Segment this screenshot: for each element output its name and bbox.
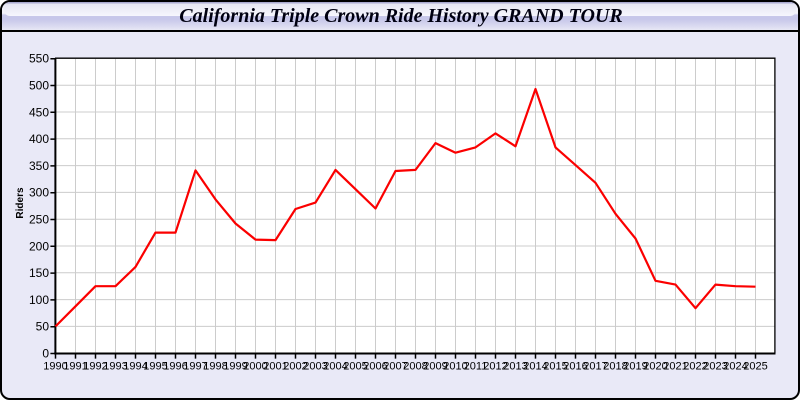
svg-text:2014: 2014 [523, 361, 547, 373]
svg-text:2010: 2010 [443, 361, 467, 373]
svg-text:150: 150 [29, 266, 49, 280]
svg-text:1997: 1997 [183, 361, 207, 373]
svg-text:350: 350 [29, 159, 49, 173]
svg-text:1999: 1999 [223, 361, 247, 373]
svg-text:400: 400 [29, 132, 49, 146]
svg-text:2016: 2016 [563, 361, 587, 373]
svg-text:1992: 1992 [83, 361, 107, 373]
svg-text:2022: 2022 [683, 361, 707, 373]
svg-text:2020: 2020 [643, 361, 667, 373]
svg-text:1996: 1996 [163, 361, 187, 373]
svg-text:1998: 1998 [203, 361, 227, 373]
svg-text:2004: 2004 [323, 361, 347, 373]
svg-text:300: 300 [29, 186, 49, 200]
svg-text:1990: 1990 [43, 361, 67, 373]
svg-text:0: 0 [42, 347, 49, 361]
svg-text:50: 50 [36, 320, 50, 334]
svg-text:2018: 2018 [603, 361, 627, 373]
svg-text:550: 550 [29, 52, 49, 66]
svg-text:2009: 2009 [423, 361, 447, 373]
svg-text:2024: 2024 [723, 361, 747, 373]
svg-text:2000: 2000 [243, 361, 267, 373]
svg-text:2002: 2002 [283, 361, 307, 373]
svg-text:100: 100 [29, 293, 49, 307]
svg-text:2003: 2003 [303, 361, 327, 373]
svg-text:2017: 2017 [583, 361, 607, 373]
svg-text:2008: 2008 [403, 361, 427, 373]
svg-text:250: 250 [29, 213, 49, 227]
svg-text:2012: 2012 [483, 361, 507, 373]
svg-text:2013: 2013 [503, 361, 527, 373]
svg-text:1994: 1994 [123, 361, 147, 373]
svg-text:2021: 2021 [663, 361, 687, 373]
svg-text:1991: 1991 [63, 361, 87, 373]
svg-text:2019: 2019 [623, 361, 647, 373]
svg-text:2015: 2015 [543, 361, 567, 373]
svg-text:2011: 2011 [464, 361, 488, 373]
svg-text:2007: 2007 [383, 361, 407, 373]
svg-text:1995: 1995 [143, 361, 167, 373]
svg-text:200: 200 [29, 239, 49, 253]
svg-text:1993: 1993 [103, 361, 127, 373]
svg-text:2023: 2023 [703, 361, 727, 373]
svg-text:2006: 2006 [363, 361, 387, 373]
svg-text:500: 500 [29, 79, 49, 93]
svg-text:2025: 2025 [743, 361, 767, 373]
svg-text:Riders: Riders [15, 187, 26, 219]
svg-text:2001: 2001 [263, 361, 287, 373]
svg-text:2005: 2005 [343, 361, 367, 373]
svg-text:450: 450 [29, 105, 49, 119]
